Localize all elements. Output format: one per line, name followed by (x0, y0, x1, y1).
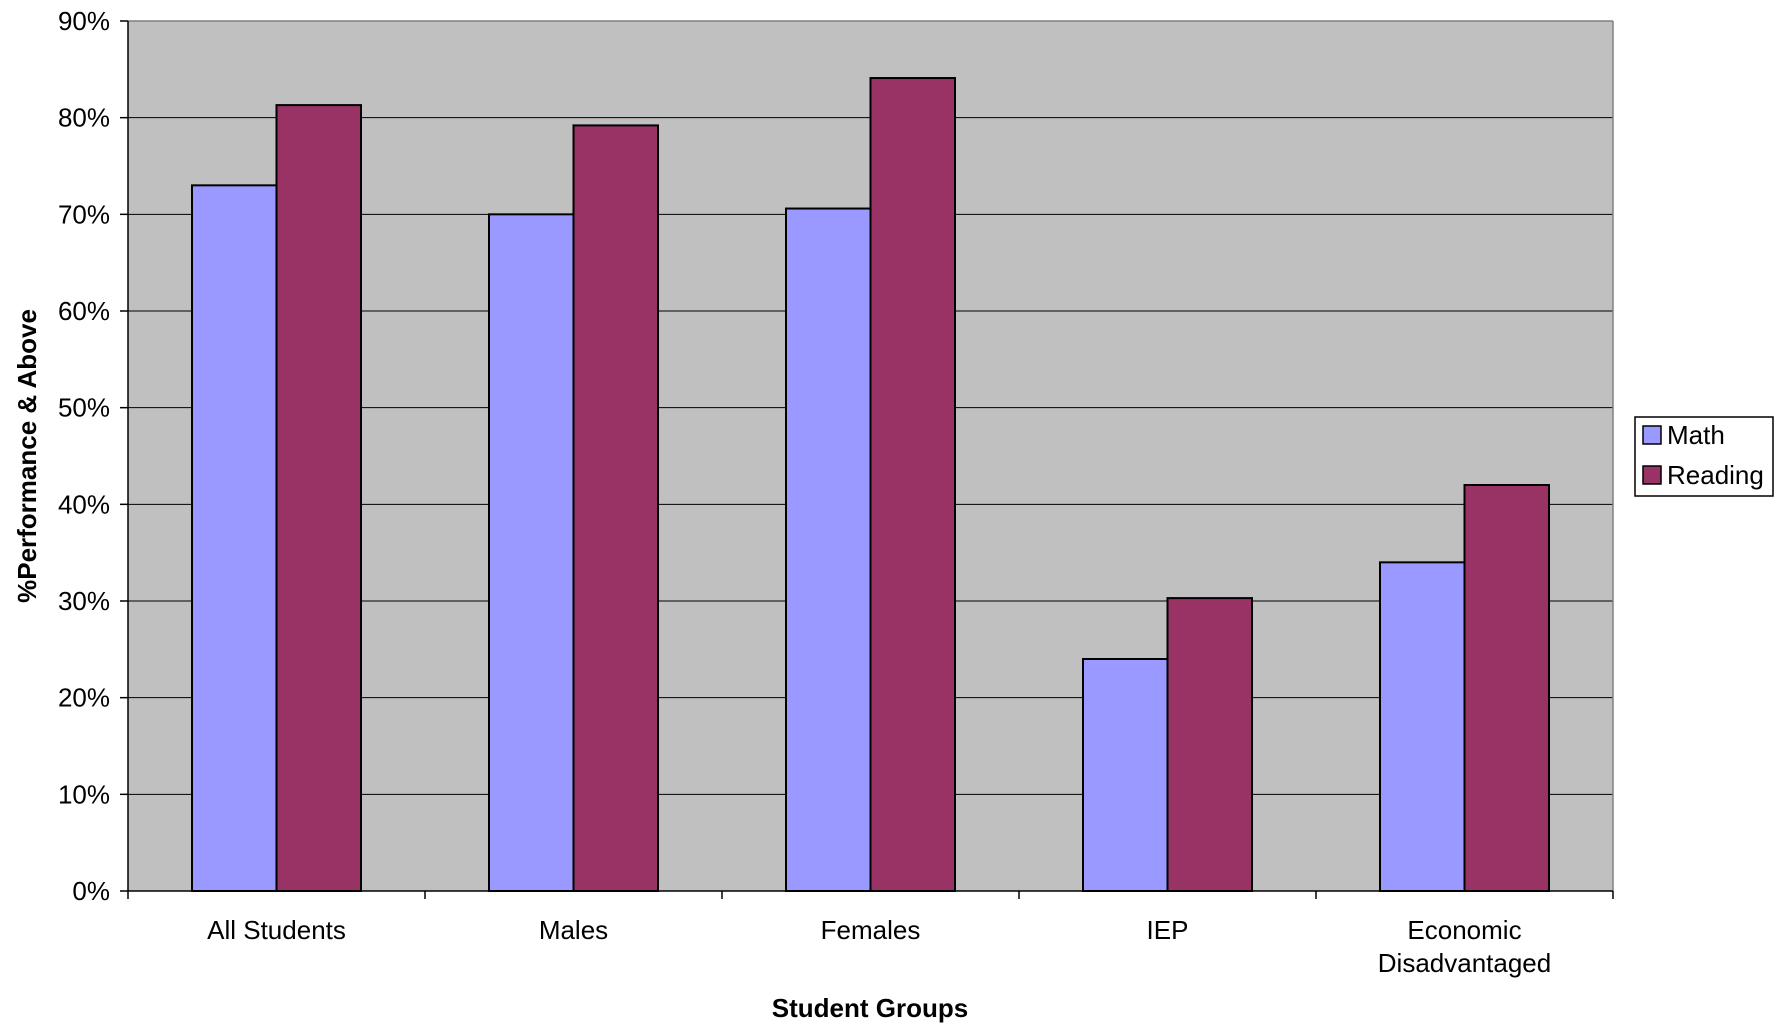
x-axis-title: Student Groups (772, 993, 968, 1023)
y-tick-label: 20% (58, 683, 110, 713)
legend-swatch-reading (1642, 465, 1662, 485)
y-tick-label: 90% (58, 6, 110, 36)
legend-swatch-math (1642, 425, 1662, 445)
y-tick-label: 30% (58, 586, 110, 616)
bar-math-3 (1082, 658, 1169, 892)
axes (127, 20, 1614, 892)
y-tick-label: 50% (58, 393, 110, 423)
y-tick-label: 40% (58, 489, 110, 519)
legend: Math Reading (1634, 416, 1774, 497)
y-tick-label: 80% (58, 103, 110, 133)
x-tick-label: Economic (1407, 915, 1521, 945)
y-tick-label: 10% (58, 779, 110, 809)
y-axis-ticks: 0% 10% 20% 30% 40% 50% 60% 70% 80% 90% (58, 6, 128, 906)
bar-math-1 (488, 213, 575, 893)
bar-math-0 (191, 184, 278, 893)
bar-math-2 (785, 207, 872, 893)
bar-math-4 (1379, 561, 1466, 892)
y-tick-label: 60% (58, 296, 110, 326)
x-tick-label: Disadvantaged (1378, 948, 1551, 978)
bar-reading-4 (1463, 484, 1550, 892)
bar-reading-0 (275, 104, 362, 893)
legend-label-reading: Reading (1667, 460, 1764, 490)
bar-reading-1 (572, 124, 659, 892)
bar-reading-2 (869, 77, 956, 893)
y-tick-label: 70% (58, 199, 110, 229)
y-axis-title: %Performance & Above (12, 309, 42, 603)
x-tick-label: IEP (1147, 915, 1189, 945)
x-tick-label: All Students (207, 915, 346, 945)
bars (191, 77, 1550, 893)
y-tick-label: 0% (72, 876, 110, 906)
x-tick-label: Males (539, 915, 608, 945)
x-axis-ticks: All Students Males Females IEP EconomicDisad… (127, 891, 1614, 978)
bar-reading-3 (1166, 597, 1253, 892)
legend-label-math: Math (1667, 420, 1725, 450)
x-tick-label: Females (821, 915, 921, 945)
